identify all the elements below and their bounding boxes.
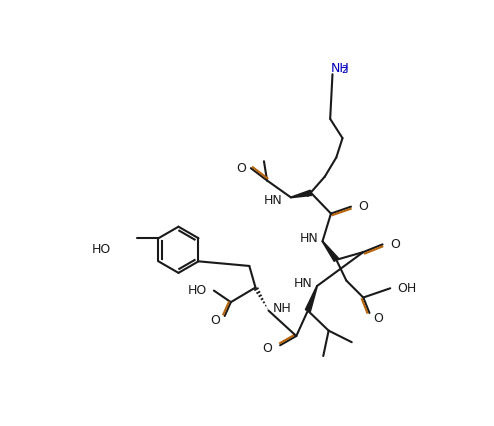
Text: HN: HN [294,277,313,290]
Text: HN: HN [300,233,319,245]
Polygon shape [291,190,312,198]
Text: 2: 2 [342,65,348,75]
Text: HN: HN [264,194,283,207]
Text: OH: OH [397,282,416,295]
Text: O: O [373,312,383,325]
Text: O: O [236,161,246,175]
Text: HO: HO [188,284,207,297]
Text: O: O [390,238,400,251]
Text: NH: NH [272,302,291,315]
Polygon shape [305,286,317,311]
Text: O: O [358,200,368,213]
Text: O: O [210,314,220,327]
Text: HO: HO [91,243,111,256]
Text: O: O [262,342,272,355]
Text: NH: NH [331,62,350,75]
Polygon shape [322,241,338,262]
